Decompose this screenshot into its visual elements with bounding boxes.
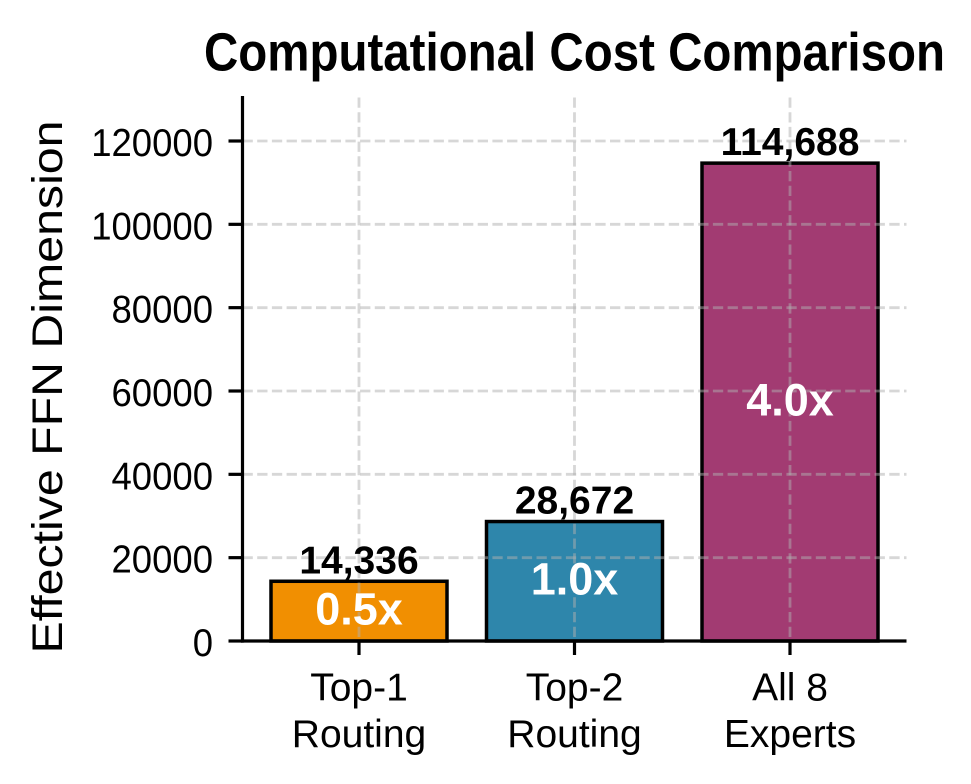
chart-title: Computational Cost Comparison bbox=[204, 23, 945, 83]
y-tick-label: 0 bbox=[193, 622, 213, 665]
y-tick-label: 80000 bbox=[112, 289, 214, 332]
x-tick-label: All 8 bbox=[752, 666, 828, 709]
x-tick-label: Top-2 bbox=[526, 666, 624, 709]
x-tick-label: Routing bbox=[507, 713, 641, 756]
y-axis-label: Effective FFN Dimension bbox=[24, 121, 72, 654]
y-tick-label: 60000 bbox=[112, 372, 214, 415]
bar-value-label: 14,336 bbox=[299, 539, 418, 582]
bar-value-label: 114,688 bbox=[721, 121, 860, 164]
x-tick-label: Top-1 bbox=[310, 666, 408, 709]
x-tick-label: Experts bbox=[724, 713, 856, 756]
axes-layer bbox=[228, 96, 907, 655]
bar-value-label: 28,672 bbox=[515, 480, 634, 523]
bar-inner-label: 4.0x bbox=[746, 374, 834, 425]
bar-inner-label: 0.5x bbox=[315, 583, 403, 634]
bar-inner-label: 1.0x bbox=[531, 554, 619, 605]
x-tick-label: Routing bbox=[292, 713, 426, 756]
y-tick-label: 120000 bbox=[91, 122, 213, 165]
y-tick-label: 100000 bbox=[91, 205, 213, 248]
y-tick-label: 20000 bbox=[112, 539, 214, 582]
y-tick-label: 40000 bbox=[112, 455, 214, 498]
text-layer: Computational Cost Comparison Effective … bbox=[24, 23, 945, 756]
